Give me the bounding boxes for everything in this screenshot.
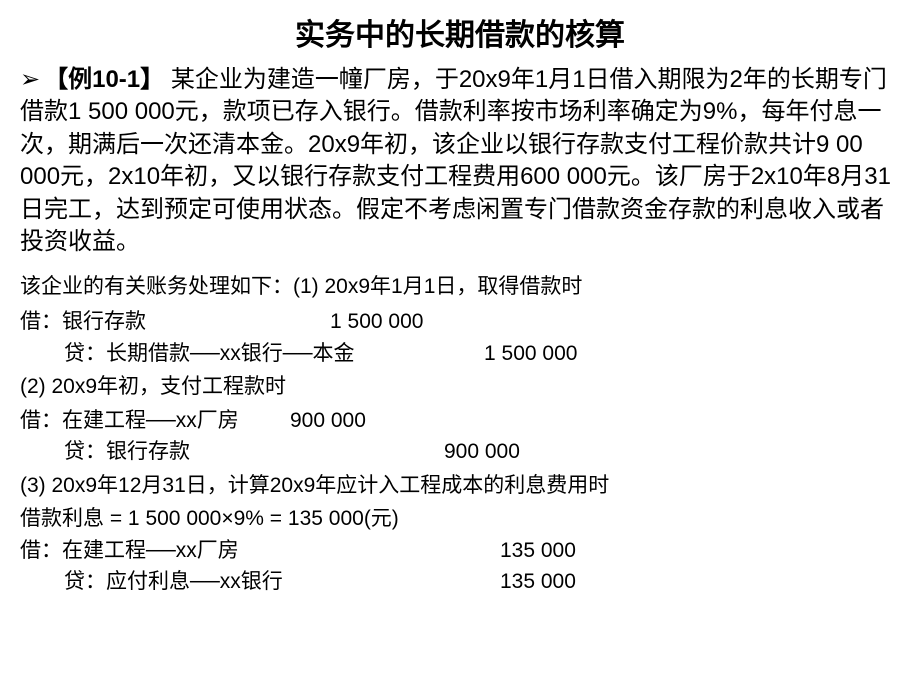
entry3-debit-label: 借：在建工程──xx厂房 (20, 535, 500, 567)
note-2: (2) 20x9年初，支付工程款时 (20, 371, 900, 403)
entry1-debit: 借：银行存款1 500 000 (20, 306, 900, 338)
entry2-debit-label: 借：在建工程──xx厂房 (20, 405, 290, 437)
entry2-debit: 借：在建工程──xx厂房900 000 (20, 405, 900, 437)
entry2-credit-label: 贷：银行存款 (64, 436, 444, 468)
entry1-credit-label: 贷：长期借款──xx银行──本金 (64, 338, 484, 370)
entry1-credit-amount: 1 500 000 (484, 338, 684, 370)
entry1-credit: 贷：长期借款──xx银行──本金1 500 000 (20, 338, 900, 370)
entry3-credit: 贷：应付利息──xx银行135 000 (20, 566, 900, 598)
entry3-credit-label: 贷：应付利息──xx银行 (64, 566, 500, 598)
entry1-debit-label: 借：银行存款 (20, 306, 330, 338)
entry1-debit-amount: 1 500 000 (330, 306, 530, 338)
example-paragraph: ➢【例10-1】 某企业为建造一幢厂房，于20x9年1月1日借入期限为2年的长期… (20, 64, 900, 258)
entry3-debit-amount: 135 000 (500, 535, 700, 567)
page-title: 实务中的长期借款的核算 (20, 10, 900, 54)
example-label: 【例10-1】 (44, 66, 164, 93)
note-3: (3) 20x9年12月31日，计算20x9年应计入工程成本的利息费用时 (20, 470, 900, 502)
entry2-credit-amount: 900 000 (444, 436, 644, 468)
entry3-debit: 借：在建工程──xx厂房135 000 (20, 535, 900, 567)
calculation: 借款利息 = 1 500 000×9% = 135 000(元) (20, 503, 900, 535)
example-text: 某企业为建造一幢厂房，于20x9年1月1日借入期限为2年的长期专门借款1 500… (20, 66, 891, 255)
intro-line: 该企业的有关账务处理如下：(1) 20x9年1月1日，取得借款时 (20, 270, 900, 300)
entry2-credit: 贷：银行存款900 000 (20, 436, 900, 468)
entry2-debit-amount: 900 000 (290, 405, 490, 437)
entry3-credit-amount: 135 000 (500, 566, 700, 598)
bullet-icon: ➢ (20, 66, 40, 93)
